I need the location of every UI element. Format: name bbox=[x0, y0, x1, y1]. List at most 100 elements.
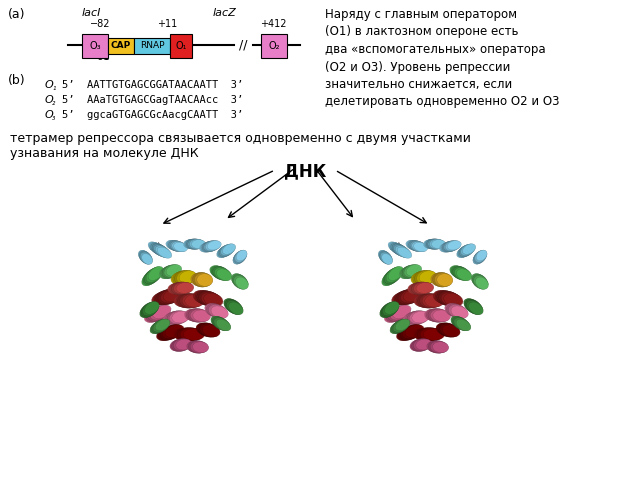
Ellipse shape bbox=[214, 318, 230, 331]
Ellipse shape bbox=[204, 293, 223, 306]
Ellipse shape bbox=[408, 283, 428, 294]
Ellipse shape bbox=[198, 323, 218, 337]
FancyBboxPatch shape bbox=[82, 34, 108, 58]
Ellipse shape bbox=[412, 311, 429, 323]
Ellipse shape bbox=[193, 290, 212, 303]
Ellipse shape bbox=[426, 309, 447, 322]
Ellipse shape bbox=[164, 312, 184, 324]
Ellipse shape bbox=[211, 306, 228, 318]
Text: тетрамер репрессора связывается одновременно с двумя участками: тетрамер репрессора связывается одноврем… bbox=[10, 132, 471, 145]
Ellipse shape bbox=[151, 243, 168, 256]
Ellipse shape bbox=[398, 288, 422, 304]
Ellipse shape bbox=[403, 288, 424, 302]
Ellipse shape bbox=[235, 250, 247, 263]
Ellipse shape bbox=[185, 295, 204, 307]
Ellipse shape bbox=[411, 272, 429, 285]
Ellipse shape bbox=[451, 266, 469, 280]
Ellipse shape bbox=[440, 242, 456, 252]
Ellipse shape bbox=[195, 290, 218, 306]
Ellipse shape bbox=[205, 304, 222, 316]
Ellipse shape bbox=[408, 240, 424, 251]
Ellipse shape bbox=[384, 309, 403, 323]
Ellipse shape bbox=[152, 305, 171, 319]
Ellipse shape bbox=[187, 341, 205, 353]
Ellipse shape bbox=[394, 290, 418, 305]
Ellipse shape bbox=[406, 240, 420, 250]
Ellipse shape bbox=[155, 319, 170, 331]
Ellipse shape bbox=[436, 323, 454, 335]
Ellipse shape bbox=[232, 274, 246, 288]
Ellipse shape bbox=[452, 266, 470, 280]
Text: 5’  AATTGTGAGCGGATAACAATT  3’: 5’ AATTGTGAGCGGATAACAATT 3’ bbox=[62, 80, 243, 90]
Ellipse shape bbox=[472, 274, 484, 286]
Ellipse shape bbox=[191, 273, 209, 287]
Ellipse shape bbox=[210, 265, 225, 277]
Ellipse shape bbox=[454, 318, 470, 331]
Ellipse shape bbox=[390, 242, 406, 255]
Ellipse shape bbox=[450, 265, 465, 277]
Ellipse shape bbox=[436, 291, 460, 306]
Ellipse shape bbox=[188, 239, 204, 249]
Ellipse shape bbox=[417, 328, 442, 341]
Ellipse shape bbox=[171, 272, 189, 285]
Ellipse shape bbox=[173, 242, 188, 252]
Ellipse shape bbox=[203, 325, 220, 337]
Ellipse shape bbox=[437, 274, 453, 286]
Ellipse shape bbox=[429, 239, 445, 249]
Ellipse shape bbox=[456, 269, 472, 281]
Ellipse shape bbox=[412, 338, 430, 351]
Ellipse shape bbox=[410, 311, 429, 324]
Ellipse shape bbox=[424, 309, 442, 321]
Ellipse shape bbox=[184, 240, 198, 249]
Ellipse shape bbox=[138, 251, 151, 263]
Text: O₁: O₁ bbox=[175, 41, 187, 51]
Ellipse shape bbox=[177, 328, 202, 341]
Ellipse shape bbox=[384, 267, 402, 284]
Text: lacZ: lacZ bbox=[213, 8, 237, 18]
Ellipse shape bbox=[452, 317, 470, 330]
Ellipse shape bbox=[428, 341, 447, 353]
Ellipse shape bbox=[402, 264, 420, 278]
Ellipse shape bbox=[170, 339, 188, 351]
Ellipse shape bbox=[211, 316, 228, 329]
Ellipse shape bbox=[472, 274, 486, 288]
Ellipse shape bbox=[211, 316, 226, 328]
Ellipse shape bbox=[424, 240, 438, 249]
Ellipse shape bbox=[381, 253, 392, 264]
Ellipse shape bbox=[221, 244, 235, 255]
Ellipse shape bbox=[417, 270, 436, 285]
Ellipse shape bbox=[473, 252, 485, 264]
Ellipse shape bbox=[223, 244, 236, 254]
Ellipse shape bbox=[406, 240, 422, 251]
Ellipse shape bbox=[151, 320, 168, 333]
Ellipse shape bbox=[153, 291, 175, 305]
Ellipse shape bbox=[386, 306, 408, 322]
FancyBboxPatch shape bbox=[108, 38, 134, 54]
Ellipse shape bbox=[401, 288, 423, 303]
Ellipse shape bbox=[140, 305, 154, 318]
Ellipse shape bbox=[379, 251, 392, 264]
Ellipse shape bbox=[397, 326, 418, 341]
Ellipse shape bbox=[440, 243, 454, 252]
Ellipse shape bbox=[158, 325, 180, 340]
Ellipse shape bbox=[173, 338, 191, 351]
Ellipse shape bbox=[424, 239, 440, 249]
FancyBboxPatch shape bbox=[134, 38, 170, 54]
Ellipse shape bbox=[232, 274, 248, 288]
Ellipse shape bbox=[405, 324, 424, 337]
Ellipse shape bbox=[465, 299, 482, 314]
Ellipse shape bbox=[445, 303, 465, 317]
Ellipse shape bbox=[425, 239, 442, 249]
Ellipse shape bbox=[427, 341, 445, 353]
Ellipse shape bbox=[196, 323, 216, 336]
Ellipse shape bbox=[219, 244, 234, 256]
Ellipse shape bbox=[457, 246, 472, 258]
Ellipse shape bbox=[179, 271, 197, 284]
Ellipse shape bbox=[141, 302, 158, 317]
Ellipse shape bbox=[140, 252, 152, 264]
Ellipse shape bbox=[180, 294, 202, 308]
Ellipse shape bbox=[217, 247, 230, 258]
Ellipse shape bbox=[392, 244, 409, 257]
Ellipse shape bbox=[211, 266, 227, 279]
Ellipse shape bbox=[200, 243, 214, 252]
